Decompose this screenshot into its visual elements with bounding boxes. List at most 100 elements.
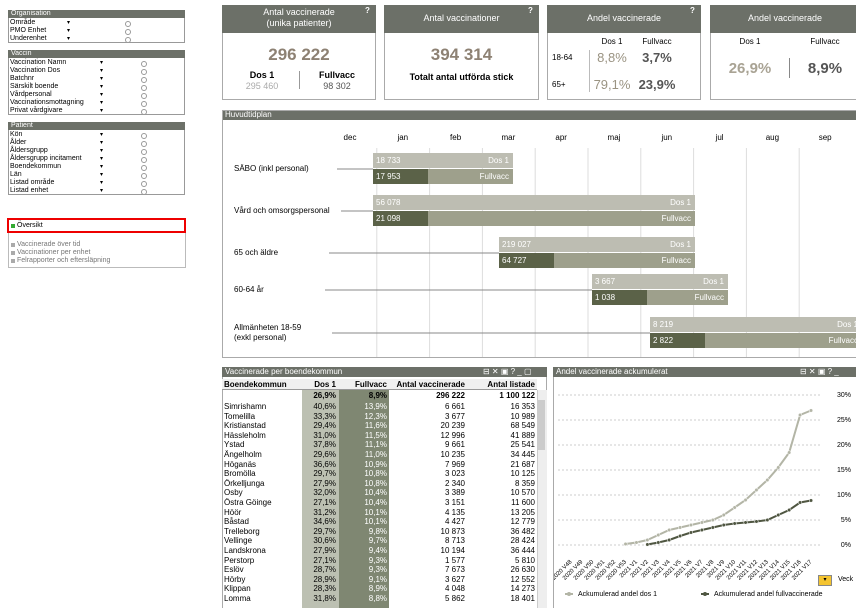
dropdown-icon: ▾ [100, 172, 104, 178]
nav-item[interactable]: Felrapporter och eftersläpning [17, 257, 111, 264]
help-icon[interactable]: ? [365, 6, 370, 15]
table-cell: 36,6% [313, 459, 336, 469]
table-cell: 8 713 [444, 536, 465, 546]
table-cell: 11,0% [364, 450, 387, 459]
clear-icon[interactable] [125, 29, 131, 35]
filter-field[interactable]: Ålder [10, 139, 27, 146]
help-icon[interactable]: ? [528, 6, 533, 15]
filter-field[interactable]: PMO Enhet [10, 27, 47, 34]
clear-icon[interactable] [141, 189, 147, 195]
dropdown-icon[interactable]: ▾ [818, 575, 832, 586]
filter-field[interactable]: Vaccination Dos [10, 67, 61, 74]
clear-icon[interactable] [141, 109, 147, 115]
filter-field[interactable]: Område [10, 19, 36, 26]
point [776, 512, 781, 518]
table-cell: 9 661 [444, 440, 465, 450]
point [688, 522, 694, 528]
panel-tools[interactable]: ⊟ ✕ ▣ ? _ ▢ [483, 367, 532, 376]
filter-field[interactable]: Vaccinationsmottagning [10, 99, 84, 106]
clear-icon[interactable] [141, 93, 147, 99]
nav-item[interactable]: Vaccinationer per enhet [17, 249, 91, 256]
clear-icon[interactable] [141, 173, 147, 179]
kpi-title: Antal vaccinationer [423, 13, 500, 23]
clear-icon[interactable] [141, 157, 147, 163]
filter-field[interactable]: Vaccination Namn [10, 59, 67, 66]
table-cell: 12 552 [510, 574, 535, 584]
row-label: 65 och äldre [234, 248, 279, 257]
filter-field[interactable]: Boendekommun [10, 163, 61, 170]
dropdown-icon: ▾ [100, 76, 104, 82]
nav-item[interactable]: Översikt [17, 222, 43, 229]
filter-field[interactable]: Län [10, 171, 22, 178]
clear-icon[interactable] [125, 21, 131, 27]
filter-field[interactable]: Åldersgrupp incitament [10, 155, 82, 162]
filter-field[interactable]: Batchnr [10, 75, 35, 82]
clear-icon[interactable] [125, 37, 131, 43]
scroll-thumb[interactable] [538, 400, 545, 450]
kpi-header [222, 5, 376, 33]
point [710, 525, 715, 530]
point [699, 527, 704, 533]
full-bar-start [499, 253, 554, 268]
point [678, 533, 683, 539]
row-label: Allmänheten 18-59 [234, 323, 302, 332]
y-tick-label: 25% [837, 417, 851, 424]
y-tick-label: 5% [841, 517, 851, 524]
clear-icon[interactable] [141, 141, 147, 147]
panel-tools[interactable]: ⊟ ✕ ▣ ? _ [800, 367, 839, 376]
dropdown-icon: ▾ [100, 60, 104, 66]
bar-label: Fullvacc [662, 256, 691, 265]
point [754, 487, 759, 493]
clear-icon[interactable] [141, 85, 147, 91]
row-name: Kristianstad [224, 421, 266, 431]
clear-icon[interactable] [141, 77, 147, 83]
dropdown-icon: ▾ [100, 132, 104, 138]
nav-item[interactable]: Vaccinerade över tid [17, 241, 81, 248]
col-header: Fullvacc [642, 37, 672, 46]
filter-field[interactable]: Listad enhet [10, 187, 49, 194]
help-icon[interactable]: ? [690, 6, 695, 15]
filter-field[interactable]: Kön [10, 131, 23, 138]
clear-icon[interactable] [141, 69, 147, 75]
clear-icon[interactable] [141, 133, 147, 139]
point [645, 542, 650, 547]
clear-icon[interactable] [141, 101, 147, 107]
header-row [222, 379, 537, 390]
table-cell: 10 194 [440, 546, 465, 555]
clear-icon[interactable] [141, 61, 147, 67]
table-cell: 4 048 [444, 584, 465, 594]
point [721, 522, 726, 528]
filter-field[interactable]: Listad område [10, 179, 55, 186]
filter-field[interactable]: Underenhet [10, 35, 47, 42]
highlight-box [7, 218, 186, 233]
kpi-value: 296 222 [268, 45, 330, 64]
table-cell: 5 810 [514, 555, 535, 565]
table-cell: 10 989 [510, 411, 535, 421]
clear-icon[interactable] [141, 149, 147, 155]
row-name: Tomelilla [224, 411, 256, 421]
filter-field[interactable]: Privat vårdgivare [10, 107, 63, 114]
filter-field[interactable]: Åldersgrupp [10, 147, 48, 154]
row-name: Båstad [224, 517, 249, 527]
filter-field[interactable]: Särskilt boende [10, 83, 59, 90]
table-cell: 1 577 [444, 555, 465, 565]
table-cell: 34 445 [510, 450, 535, 459]
point [699, 520, 704, 525]
dropdown-icon: ▾ [100, 156, 104, 162]
col-header: Dos 1 [601, 37, 623, 46]
table-cell: 8 359 [514, 478, 535, 488]
row-name: Trelleborg [224, 526, 260, 536]
scrollbar[interactable] [537, 390, 547, 608]
table-cell: 10 570 [510, 488, 535, 498]
table-cell: 9,7% [368, 536, 387, 546]
month-label: jun [660, 133, 672, 142]
clear-icon[interactable] [141, 165, 147, 171]
kpi-sub-label: Fullvacc [318, 70, 356, 80]
table-cell: 32,0% [313, 488, 336, 498]
bar-value: 3 667 [595, 277, 616, 286]
dropdown-label[interactable]: Veck [838, 576, 854, 583]
point [776, 465, 781, 470]
clear-icon[interactable] [141, 181, 147, 187]
filter-field[interactable]: Vårdpersonal [10, 91, 52, 98]
